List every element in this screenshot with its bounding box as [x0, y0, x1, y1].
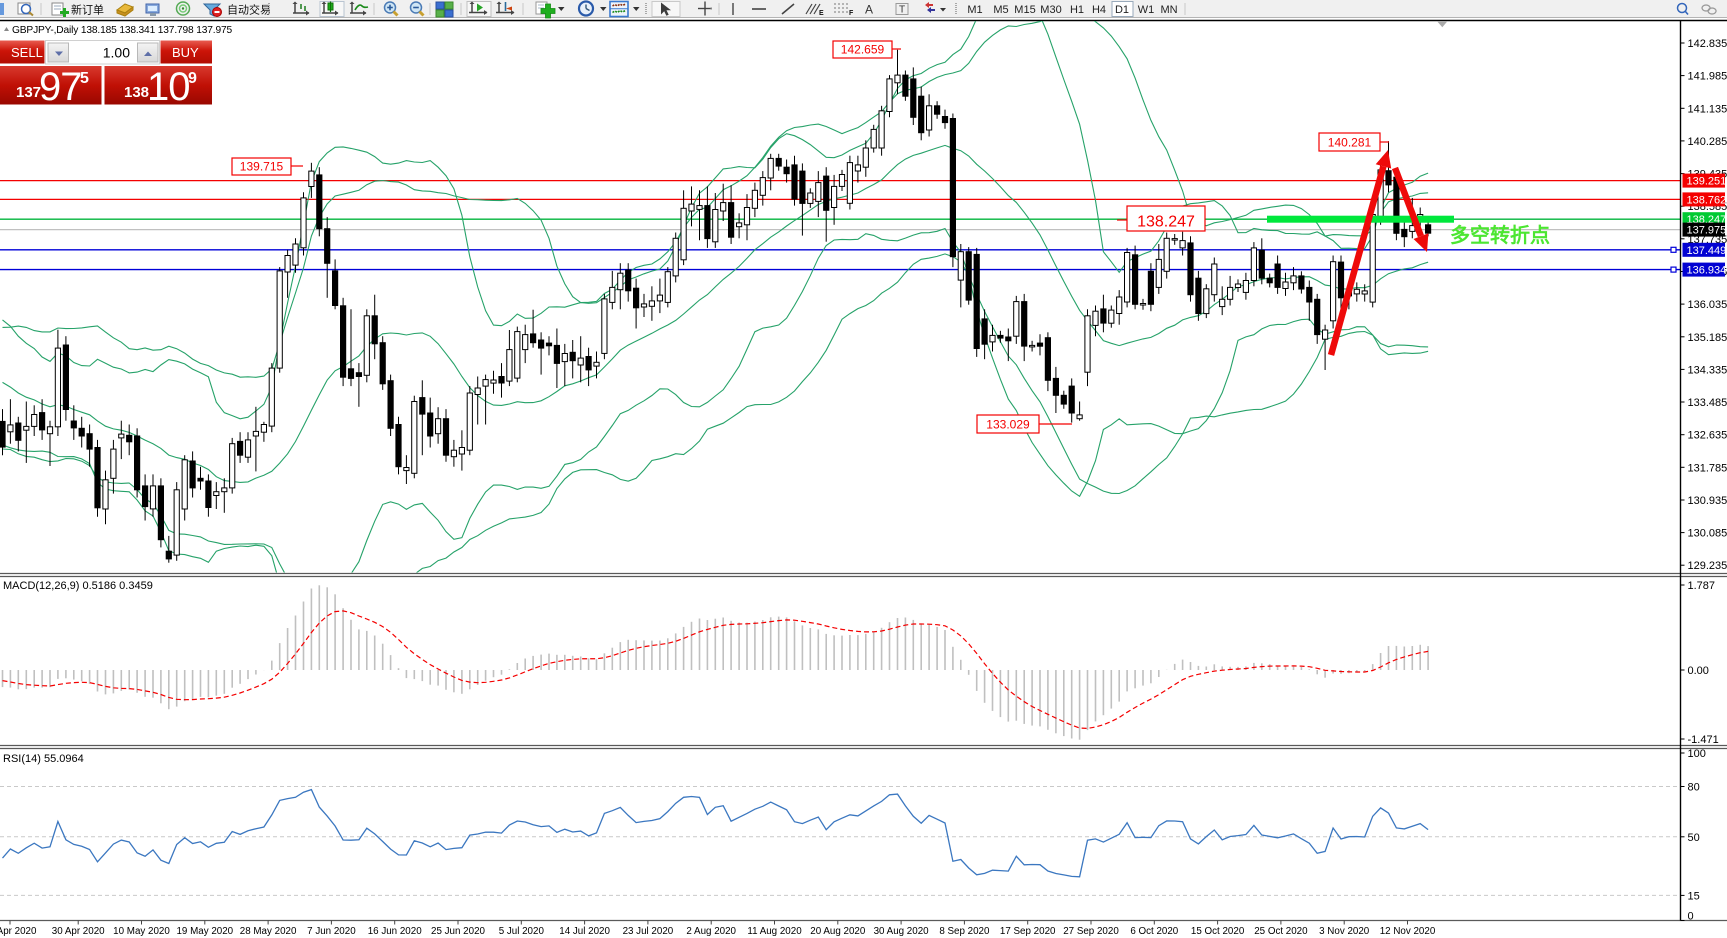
- svg-text:135.185: 135.185: [1688, 332, 1727, 344]
- svg-text:16 Jun 2020: 16 Jun 2020: [368, 926, 422, 937]
- svg-text:140.285: 140.285: [1688, 136, 1727, 148]
- svg-text:20 Aug 2020: 20 Aug 2020: [810, 926, 866, 937]
- svg-text:1.787: 1.787: [1688, 580, 1716, 592]
- svg-text:5: 5: [80, 70, 89, 87]
- svg-text:15 Oct 2020: 15 Oct 2020: [1191, 926, 1245, 937]
- svg-text:H4: H4: [1092, 4, 1106, 16]
- svg-text:30 Apr 2020: 30 Apr 2020: [52, 926, 105, 937]
- svg-text:BUY: BUY: [172, 45, 199, 60]
- svg-text:23 Jul 2020: 23 Jul 2020: [623, 926, 674, 937]
- svg-text:14 Jul 2020: 14 Jul 2020: [559, 926, 610, 937]
- svg-text:28 May 2020: 28 May 2020: [240, 926, 297, 937]
- svg-text:139.251: 139.251: [1687, 176, 1727, 188]
- svg-text:RSI(14) 55.0964: RSI(14) 55.0964: [3, 753, 84, 765]
- svg-text:137.975: 137.975: [1687, 225, 1727, 237]
- svg-text:MN: MN: [1160, 4, 1177, 16]
- svg-text:-1.471: -1.471: [1688, 734, 1719, 746]
- svg-text:12 Nov 2020: 12 Nov 2020: [1380, 926, 1436, 937]
- svg-text:E: E: [819, 10, 824, 17]
- svg-text:15: 15: [1688, 890, 1700, 902]
- svg-text:140.281: 140.281: [1328, 136, 1372, 150]
- svg-text:130.085: 130.085: [1688, 528, 1727, 540]
- svg-text:50: 50: [1688, 832, 1700, 844]
- svg-text:132.635: 132.635: [1688, 430, 1727, 442]
- svg-text:11 Aug 2020: 11 Aug 2020: [747, 926, 802, 937]
- svg-text:2 Aug 2020: 2 Aug 2020: [686, 926, 736, 937]
- svg-text:30 Aug 2020: 30 Aug 2020: [874, 926, 930, 937]
- svg-text:7 Jun 2020: 7 Jun 2020: [307, 926, 356, 937]
- svg-text:10 May 2020: 10 May 2020: [113, 926, 170, 937]
- svg-text:MACD(12,26,9) 0.5186 0.3459: MACD(12,26,9) 0.5186 0.3459: [3, 580, 153, 592]
- svg-text:141.985: 141.985: [1688, 71, 1727, 83]
- svg-text:139.715: 139.715: [240, 160, 284, 174]
- svg-text:142.659: 142.659: [841, 43, 885, 57]
- svg-text:138.247: 138.247: [1137, 214, 1195, 231]
- svg-text:21 Apr 2020: 21 Apr 2020: [0, 926, 37, 937]
- svg-text:A: A: [865, 3, 873, 17]
- svg-text:F: F: [849, 10, 854, 17]
- svg-text:10: 10: [147, 65, 190, 109]
- svg-text:129.235: 129.235: [1688, 560, 1727, 572]
- svg-text:0.00: 0.00: [1688, 665, 1709, 677]
- svg-text:138: 138: [124, 84, 149, 101]
- svg-text:17 Sep 2020: 17 Sep 2020: [1000, 926, 1056, 937]
- svg-text:138.762: 138.762: [1687, 194, 1727, 206]
- svg-text:134.335: 134.335: [1688, 364, 1727, 376]
- svg-text:1.00: 1.00: [103, 45, 130, 61]
- svg-text:130.935: 130.935: [1688, 495, 1727, 507]
- svg-text:8 Sep 2020: 8 Sep 2020: [939, 926, 990, 937]
- svg-text:137: 137: [16, 84, 41, 101]
- svg-text:D1: D1: [1115, 4, 1129, 16]
- svg-text:新订单: 新订单: [71, 3, 104, 17]
- svg-text:141.135: 141.135: [1688, 103, 1727, 115]
- svg-text:142.835: 142.835: [1688, 38, 1727, 50]
- svg-text:133.029: 133.029: [986, 418, 1030, 432]
- svg-text:M5: M5: [993, 4, 1008, 16]
- svg-text:W1: W1: [1138, 4, 1155, 16]
- svg-text:GBPJPY-,Daily 138.185 138.341: GBPJPY-,Daily 138.185 138.341 137.798 13…: [12, 25, 232, 36]
- svg-text:3 Nov 2020: 3 Nov 2020: [1319, 926, 1370, 937]
- svg-text:M1: M1: [967, 4, 982, 16]
- svg-text:136.934: 136.934: [1687, 265, 1727, 277]
- svg-text:M15: M15: [1014, 4, 1035, 16]
- svg-text:自动交易: 自动交易: [227, 3, 271, 17]
- svg-text:多空转折点: 多空转折点: [1450, 223, 1550, 247]
- svg-text:133.485: 133.485: [1688, 397, 1727, 409]
- svg-text:19 May 2020: 19 May 2020: [176, 926, 233, 937]
- svg-text:5 Jul 2020: 5 Jul 2020: [499, 926, 545, 937]
- svg-text:100: 100: [1688, 748, 1706, 760]
- svg-text:T: T: [899, 5, 905, 16]
- svg-text:M30: M30: [1040, 4, 1061, 16]
- svg-text:9: 9: [188, 70, 197, 87]
- svg-text:80: 80: [1688, 782, 1700, 794]
- svg-text:136.035: 136.035: [1688, 299, 1727, 311]
- svg-text:H1: H1: [1070, 4, 1084, 16]
- svg-text:131.785: 131.785: [1688, 462, 1727, 474]
- svg-text:97: 97: [39, 65, 82, 109]
- svg-text:25 Jun 2020: 25 Jun 2020: [431, 926, 485, 937]
- svg-text:SELL: SELL: [11, 45, 43, 60]
- svg-text:0: 0: [1688, 911, 1694, 923]
- svg-text:6 Oct 2020: 6 Oct 2020: [1130, 926, 1178, 937]
- svg-text:137.449: 137.449: [1687, 245, 1727, 257]
- svg-text:27 Sep 2020: 27 Sep 2020: [1063, 926, 1119, 937]
- svg-text:25 Oct 2020: 25 Oct 2020: [1254, 926, 1308, 937]
